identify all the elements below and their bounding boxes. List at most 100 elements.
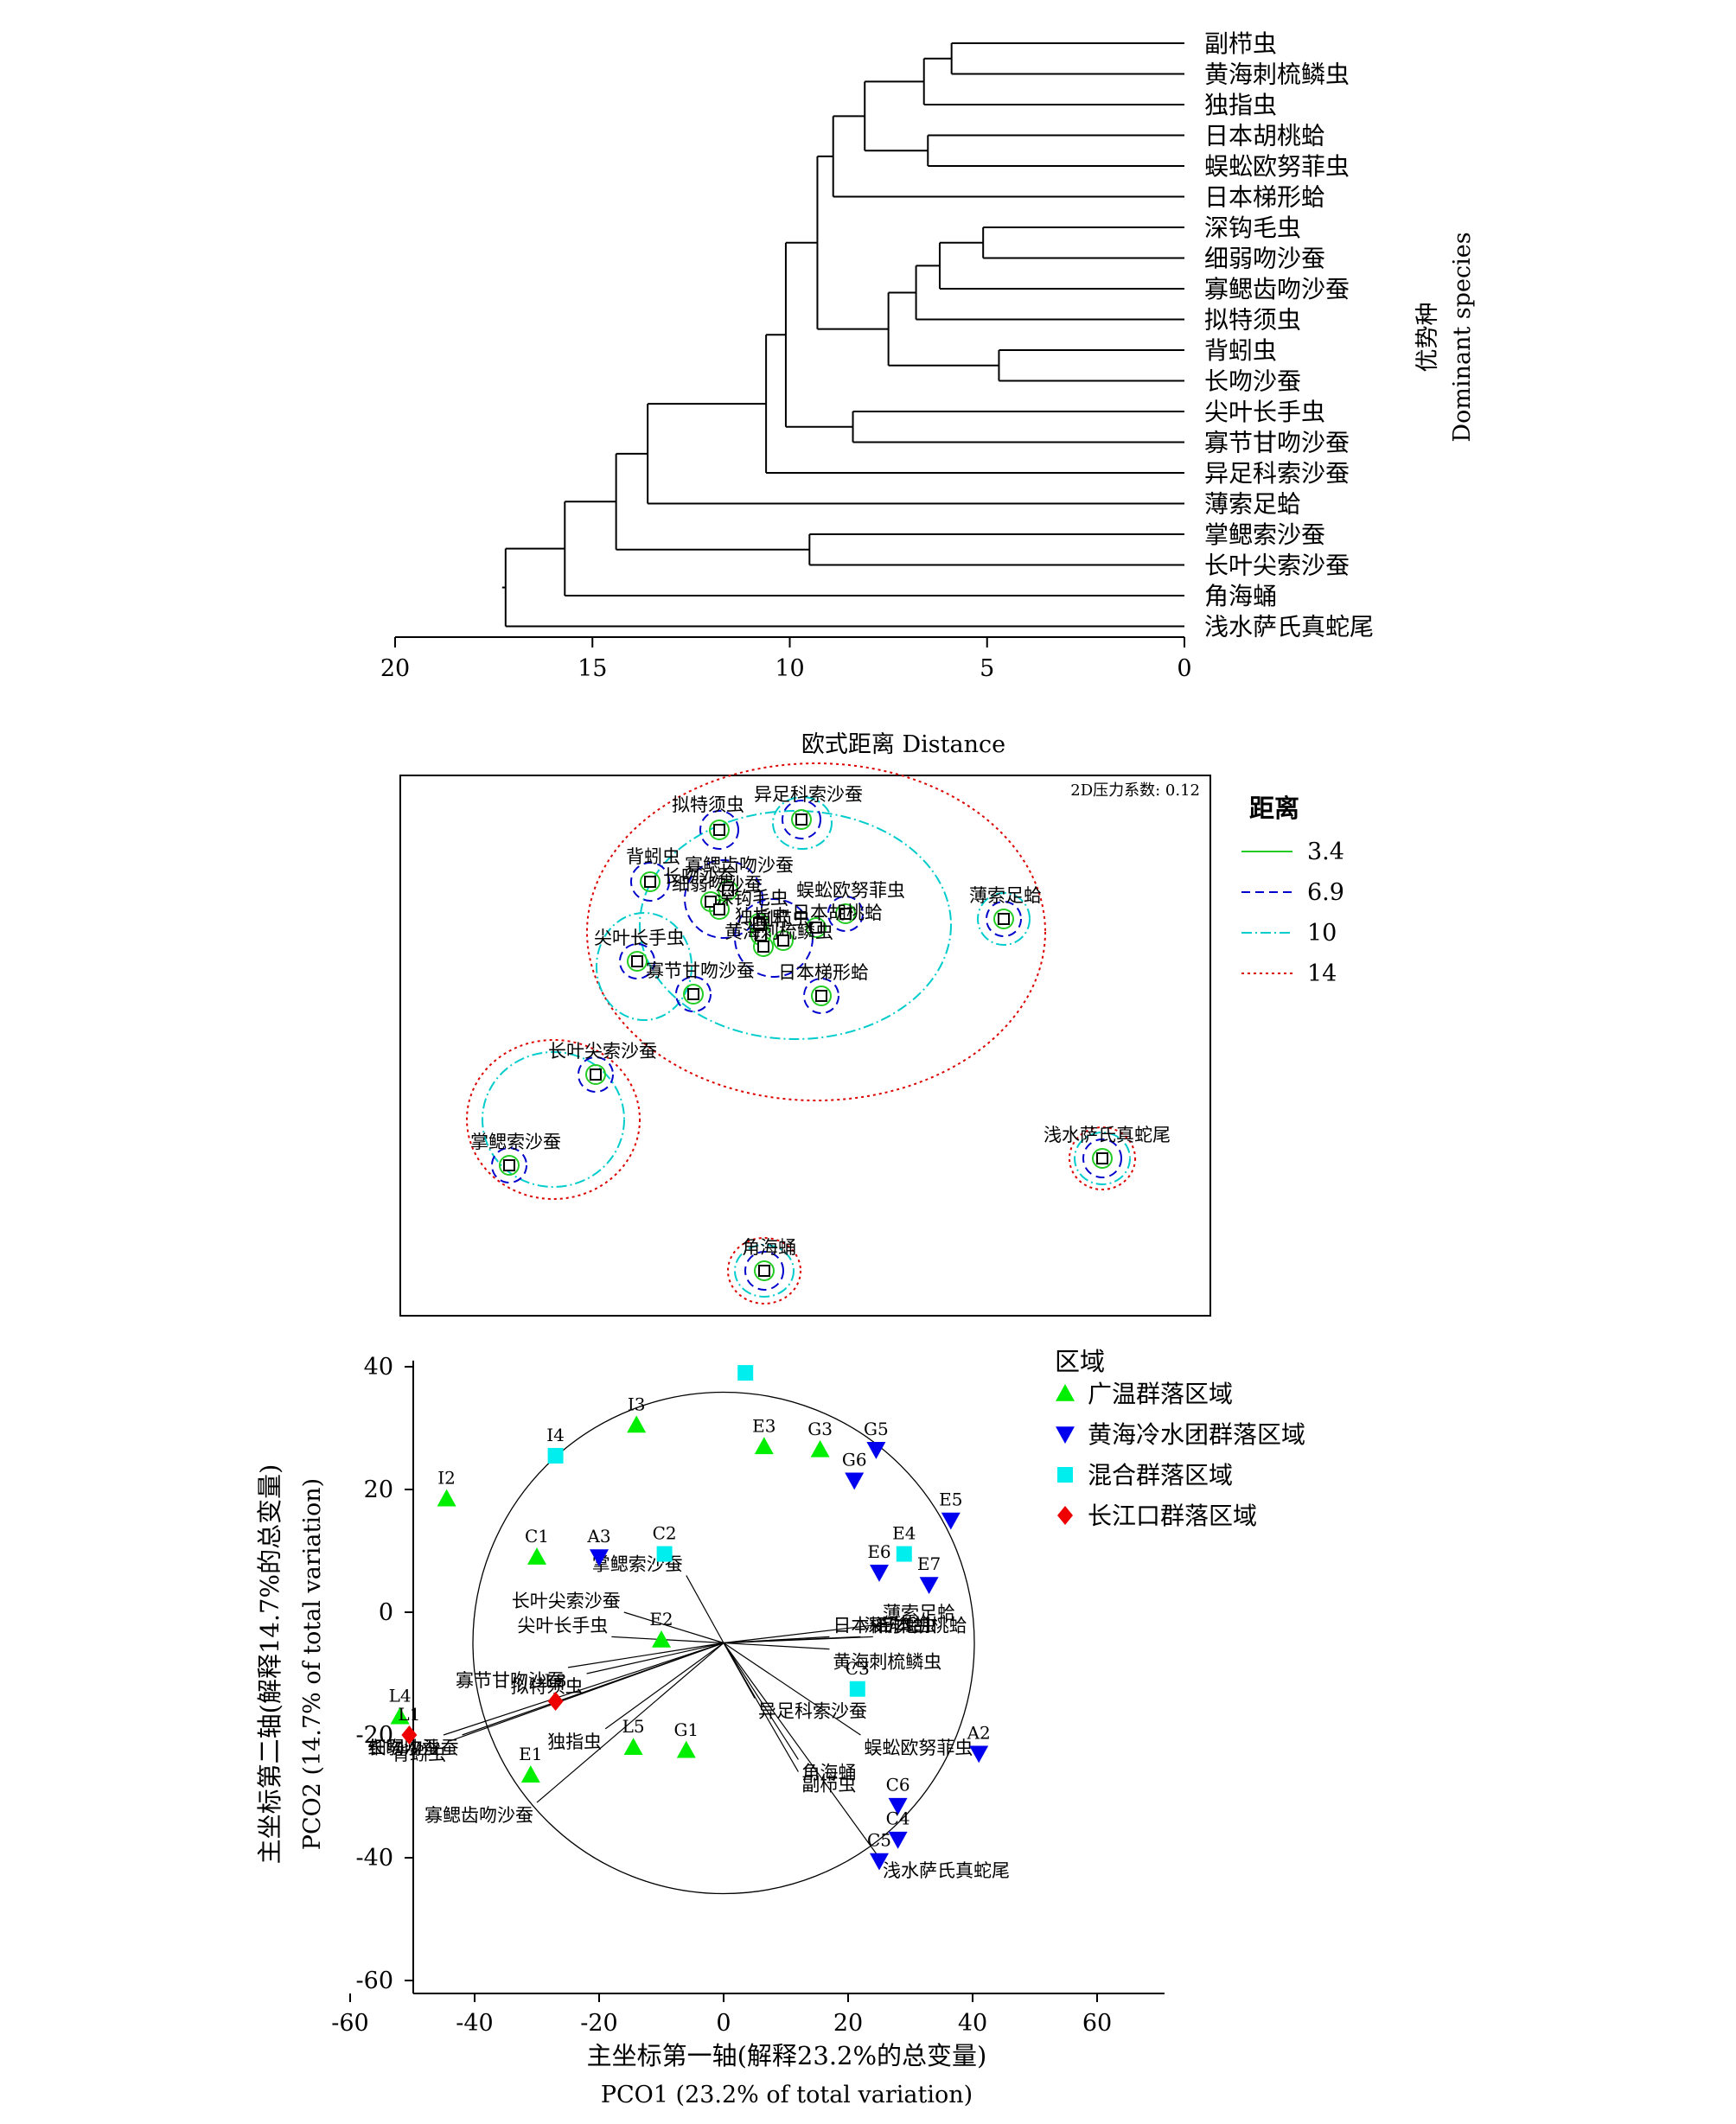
nmds-point-label: 寡鳃齿吻沙蚕 [685,855,794,876]
pco-point [941,1512,961,1530]
x-tick-label: 0 [1177,655,1191,682]
vector-line [449,1642,724,1742]
pco-x-axis-title-cn: 主坐标第一轴(解释23.2%的总变量) [587,2041,987,2070]
vector-label: 背蚓虫 [392,1744,446,1764]
leaf-label: 尖叶长手虫 [1204,398,1325,426]
nmds-point [998,913,1010,925]
nmds-point-label: 日本胡桃蛤 [792,903,883,923]
dendrogram-leaf-labels: 副栉虫黄海刺梳鳞虫独指虫日本胡桃蛤蜈蚣欧努菲虫日本梯形蛤深钩毛虫细弱吻沙蚕寡鳃齿… [1204,29,1374,641]
pco-point-label: E2 [649,1609,673,1630]
contour-10-core [639,810,952,1040]
nmds-point [753,917,765,929]
leaf-label: 角海蛹 [1204,582,1277,610]
x-tick-label: 15 [578,655,607,682]
nmds-point-label: 寡节甘吻沙蚕 [646,960,755,981]
contour-3.4 [806,917,827,938]
contour-3.4 [718,880,738,901]
dendrogram-branches [501,42,1184,628]
contour-14-ophiura [1069,1126,1136,1190]
dendrogram-y-axis-title-cn: 优势种 [1414,303,1441,373]
contour-10-left [482,1051,625,1188]
legend-marker [1057,1467,1073,1483]
nmds-point [757,941,769,953]
pco-y-axis-title-cn: 主坐标第二轴(解释14.7%的总变量) [255,1464,284,1865]
nmds-point-label: 深钩毛虫 [716,888,788,909]
pco-point-label: E1 [519,1744,542,1764]
vector-label: 细弱吻沙蚕 [368,1738,459,1758]
pco-point-label: C5 [867,1830,891,1851]
pco-point [623,1738,643,1755]
nmds-point-label: 副栉虫 [756,909,810,929]
pco-legend-title: 区域 [1055,1347,1105,1376]
vector-line [536,1642,724,1803]
legend-label: 长江口群落区域 [1088,1502,1257,1530]
nmds-point-label: 细弱吻沙蚕 [672,874,763,895]
pco-point-label: G1 [673,1719,699,1740]
vector-line [623,1611,724,1644]
legend-marker [1056,1426,1075,1444]
pco-point [390,1706,410,1725]
pco-point-label: I3 [628,1394,646,1414]
correlation-circle [472,1391,975,1895]
dendrogram-x-axis: 20 15 10 5 0 [380,636,1192,682]
legend-label: 14 [1307,960,1337,987]
contour-3.4 [709,820,730,840]
nmds-point-label: 独指虫 [735,906,789,927]
contour-10-spiophanes [772,796,833,850]
contour-6.9 [491,1147,527,1183]
pco-x-axis-title-en: PCO1 (23.2% of total variation) [601,2082,973,2108]
nmds-point [713,903,725,915]
contour-10-armandia [734,1244,795,1298]
contour-10-aricidea [596,912,692,1021]
legend-marker [1057,1506,1073,1525]
nmds-point [839,908,852,920]
vector-line [611,1636,724,1644]
x-tick-label: 60 [1082,2010,1112,2037]
contour-3.4 [811,985,832,1006]
legend-label: 混合群落区域 [1088,1461,1233,1489]
vector-label: 薄索足蛤 [883,1603,955,1623]
legend-label: 10 [1307,920,1337,947]
contour-14-main [586,762,1046,1101]
contour-6.9 [803,978,839,1014]
leaf-label: 细弱吻沙蚕 [1204,245,1325,273]
leaf-label: 薄索足蛤 [1204,490,1301,519]
legend-label: 6.9 [1307,879,1344,906]
nmds-point-label: 日本梯形蛤 [778,962,869,983]
nmds-point [644,876,656,888]
vector-label: 蜈蚣欧努菲虫 [864,1738,973,1758]
pco-point [547,1447,564,1464]
vector-label: 异足科索沙蚕 [758,1700,867,1721]
nmds-point [713,824,725,836]
leaf-label: 日本梯形蛤 [1204,183,1325,212]
pco-point [810,1439,830,1457]
contour-6.9 [734,898,814,978]
contour-3.4 [709,899,730,920]
pco-point [896,1546,912,1562]
pco-point [866,1442,886,1459]
contour-6.9 [782,800,821,839]
pco-point [919,1577,939,1595]
nmds-point [777,934,789,947]
pco-axes: -60 -40 -20 0 20 40 60 40 20 0 -20 -40 -60 [331,1354,1165,2037]
nmds-point-label: 长吻沙蚕 [663,866,736,887]
vector-label: 长叶尖索沙蚕 [512,1591,621,1611]
legend-label: 黄海冷水团群落区域 [1088,1420,1305,1449]
vector-line [443,1642,724,1736]
pco-points: I3 E3 G3 I2 C1 E2 L4 L5 G1 E1 G5 G6 E5 A3 E7 E6 A2 C6 C4C5… [389,1365,991,1871]
contour-6.9 [827,896,864,932]
x-tick-label: 5 [980,655,994,682]
vector-line [723,1623,880,1644]
contour-3.4 [683,984,704,1005]
pco-point [437,1489,456,1507]
vector-line [604,1642,724,1730]
vector-label: 副栉虫 [801,1775,856,1796]
pco-point [527,1547,546,1565]
vector-line [586,1642,724,1674]
x-tick-label: 10 [775,655,804,682]
pco-point-label: E3 [752,1415,775,1436]
pco-point-label: G6 [842,1449,867,1470]
nmds-point-label: 长叶尖索沙蚕 [548,1041,657,1062]
